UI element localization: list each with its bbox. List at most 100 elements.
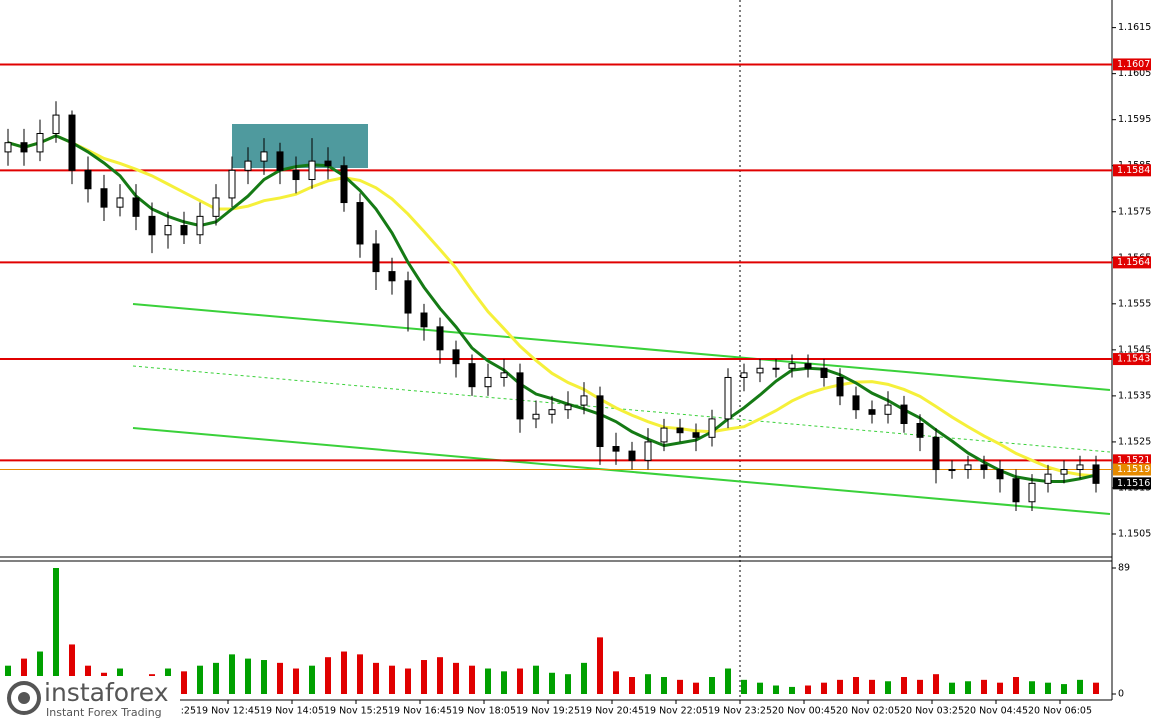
volume-bar xyxy=(389,665,395,694)
candle-body xyxy=(980,464,988,471)
volume-bar xyxy=(53,568,59,694)
candle-body xyxy=(452,349,460,365)
level-label: 1.1607 xyxy=(1117,59,1150,70)
volume-bar xyxy=(789,686,795,694)
volume-bar xyxy=(261,660,267,694)
candle-body xyxy=(68,114,76,171)
volume-bar xyxy=(693,682,699,694)
volume-bar xyxy=(965,681,971,694)
volume-bar xyxy=(181,671,187,694)
candle-body xyxy=(180,225,188,236)
candle-body xyxy=(596,395,604,448)
candle-body xyxy=(660,427,668,443)
volume-bar xyxy=(293,668,299,694)
x-tick-label: 19 Nov 19:25 xyxy=(516,706,580,717)
candle-body xyxy=(372,243,380,273)
candle-body xyxy=(996,469,1004,480)
candle-body xyxy=(1060,469,1068,475)
volume-bar xyxy=(277,662,283,694)
volume-bar xyxy=(869,679,875,694)
x-tick-label: 20 Nov 03:25 xyxy=(900,706,964,717)
candle-body xyxy=(244,160,252,171)
candle-body xyxy=(468,363,476,388)
y-tick-label: 1.1555 xyxy=(1118,298,1151,309)
candle-body xyxy=(852,395,860,411)
x-tick-label: 19 Nov 12:45 xyxy=(196,706,260,717)
y-tick-label: 1.1615 xyxy=(1118,22,1151,33)
candle-body xyxy=(292,169,300,181)
candle-body xyxy=(276,151,284,171)
candle-body xyxy=(356,202,364,245)
volume-bar xyxy=(469,665,475,694)
volume-bar xyxy=(229,654,235,694)
volume-bar xyxy=(757,682,763,694)
volume-bar xyxy=(997,682,1003,694)
candle-body xyxy=(724,376,732,420)
volume-bar xyxy=(597,637,603,694)
candle-body xyxy=(388,271,396,282)
volume-bar xyxy=(725,668,731,694)
x-tick-label: 19 Nov 18:05 xyxy=(452,706,516,717)
candle-body xyxy=(36,132,44,153)
volume-bar xyxy=(581,662,587,694)
y-tick-label: 1.1525 xyxy=(1118,436,1151,447)
y-tick-label: 1.1605 xyxy=(1118,68,1151,79)
volume-bar xyxy=(917,679,923,694)
volume-bar xyxy=(405,668,411,694)
trend-line xyxy=(132,303,1111,391)
candle-body xyxy=(1092,464,1100,484)
x-tick-label: 20 Nov 02:05 xyxy=(836,706,900,717)
candle-body xyxy=(164,225,172,236)
volume-bar xyxy=(69,644,75,694)
volume-bar xyxy=(485,668,491,694)
volume-bar xyxy=(533,665,539,694)
volume-bar xyxy=(661,677,667,694)
volume-bar xyxy=(741,679,747,694)
y-tick-label: 1.1545 xyxy=(1118,344,1151,355)
candle-body xyxy=(228,169,236,199)
volume-bar xyxy=(981,679,987,694)
volume-bar xyxy=(933,674,939,694)
volume-bar xyxy=(949,682,955,694)
candle-body xyxy=(692,432,700,438)
candle-body xyxy=(532,413,540,420)
volume-bar xyxy=(421,660,427,694)
volume-bar xyxy=(1077,679,1083,694)
candle-body xyxy=(212,197,220,217)
volume-bar xyxy=(613,671,619,694)
bid-box xyxy=(1113,477,1151,490)
x-tick-label: 19 Nov 15:25 xyxy=(324,706,388,717)
x-tick-label: 20 Nov 04:45 xyxy=(964,706,1028,717)
level-box xyxy=(1113,58,1151,71)
candle-body xyxy=(436,326,444,351)
level-label: 1.1521 xyxy=(1117,455,1150,466)
volume-bar xyxy=(1045,682,1051,694)
candle-body xyxy=(4,142,12,153)
candle-body xyxy=(196,215,204,236)
logo-icon xyxy=(7,681,41,715)
x-tick-label: 20 Nov 00:45 xyxy=(772,706,836,717)
candle-body xyxy=(788,363,796,369)
volume-tick-label: 0 xyxy=(1118,689,1124,700)
logo-name: instaforex xyxy=(44,678,169,707)
volume-bar xyxy=(357,654,363,694)
candle-body xyxy=(100,188,108,208)
candle-body xyxy=(1012,478,1020,503)
volume-bar xyxy=(1093,682,1099,694)
volume-tick-label: 89 xyxy=(1118,563,1130,574)
volume-bar xyxy=(629,677,635,694)
x-tick-label: 19 Nov 22:05 xyxy=(644,706,708,717)
candle-body xyxy=(324,160,332,167)
candle-body xyxy=(500,372,508,378)
candle-body xyxy=(84,169,92,190)
level-box xyxy=(1113,164,1151,177)
volume-bar xyxy=(677,679,683,694)
candle-body xyxy=(964,464,972,471)
volume-bar xyxy=(37,651,43,694)
candle-body xyxy=(52,114,60,134)
candle-body xyxy=(516,372,524,420)
volume-bar xyxy=(709,677,715,694)
volume-bar xyxy=(901,677,907,694)
